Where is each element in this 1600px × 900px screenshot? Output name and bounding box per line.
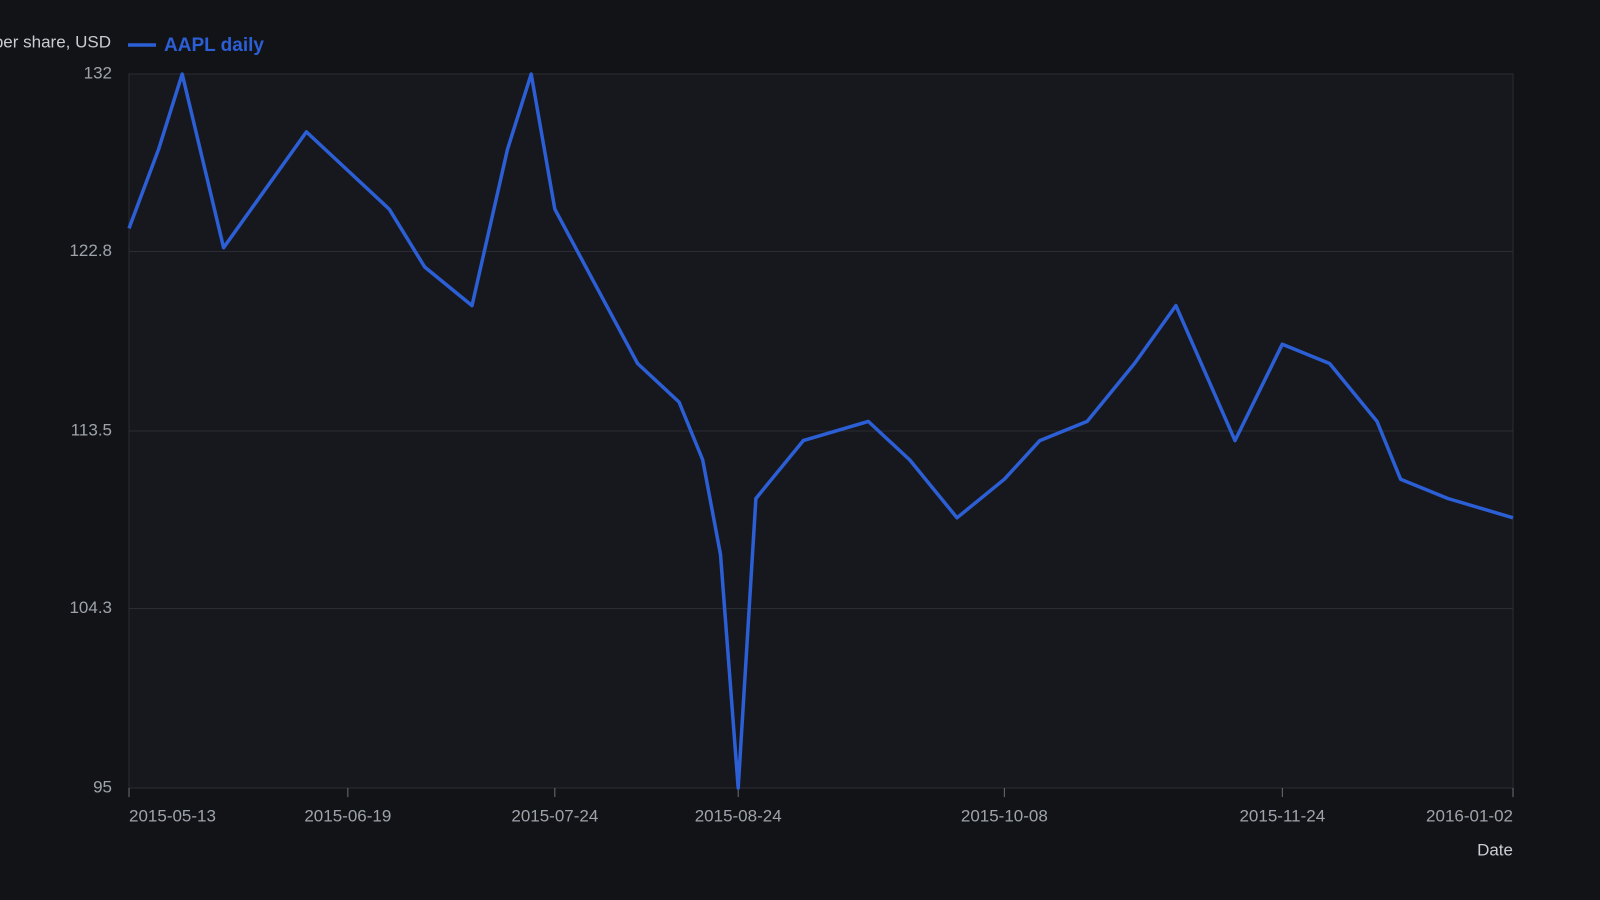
x-tick-label: 2016-01-02 [1426, 806, 1513, 825]
y-tick-label: 132 [84, 63, 112, 82]
x-tick-label: 2015-07-24 [511, 806, 598, 825]
y-tick-label: 104.3 [69, 598, 112, 617]
y-tick-label: 122.8 [69, 241, 112, 260]
x-axis-label: Date [1477, 840, 1513, 859]
y-axis-label: Price per share, USD [0, 32, 111, 51]
x-tick-label: 2015-10-08 [961, 806, 1048, 825]
x-tick-label: 2015-05-13 [129, 806, 216, 825]
y-tick-label: 95 [93, 777, 112, 796]
y-tick-label: 113.5 [71, 420, 112, 439]
legend-label: AAPL daily [164, 35, 264, 56]
x-tick-label: 2015-08-24 [695, 806, 782, 825]
x-tick-label: 2015-06-19 [304, 806, 391, 825]
data-line [127, 72, 1514, 790]
x-tick-label: 2015-11-24 [1239, 806, 1325, 825]
